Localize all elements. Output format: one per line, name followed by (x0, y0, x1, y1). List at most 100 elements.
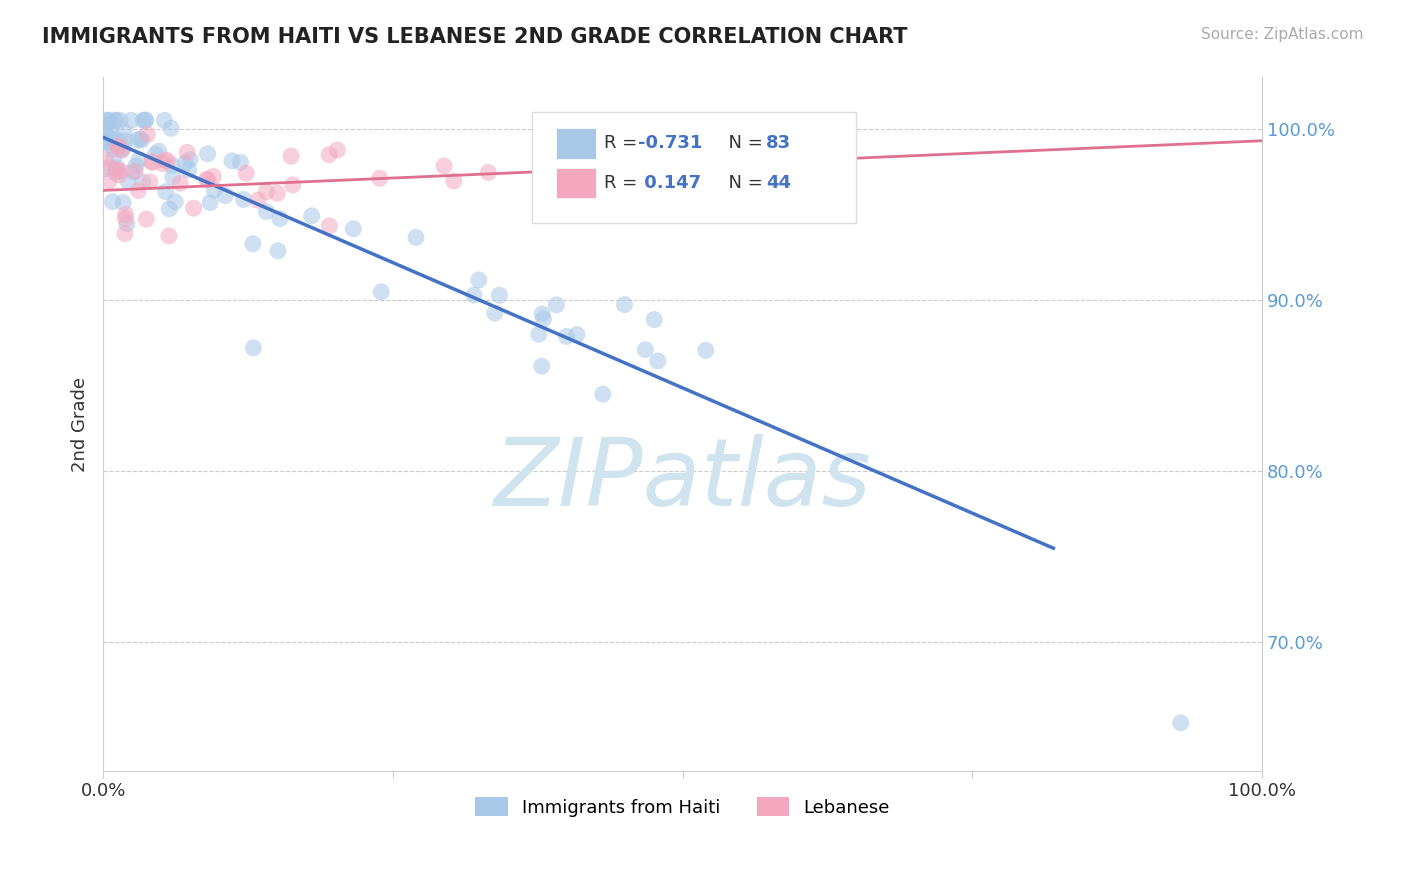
Point (157, 202, 180, 216)
Point (114, 134, 136, 148)
Point (162, 169, 184, 184)
Point (221, 153, 243, 168)
Point (104, 113, 127, 128)
Point (555, 329, 578, 343)
Point (477, 165, 499, 179)
Point (405, 230, 427, 244)
Point (110, 164, 132, 178)
Point (114, 211, 136, 226)
Point (269, 211, 291, 226)
Legend: Immigrants from Haiti, Lebanese: Immigrants from Haiti, Lebanese (468, 790, 897, 824)
Point (101, 194, 124, 209)
Point (643, 312, 665, 326)
Point (98, 131, 121, 145)
Point (165, 194, 187, 209)
Point (112, 140, 135, 154)
Point (103, 151, 125, 165)
Point (546, 298, 568, 312)
Point (647, 354, 669, 368)
Point (108, 113, 131, 128)
Point (592, 387, 614, 401)
Point (120, 113, 142, 128)
Point (202, 183, 225, 197)
Point (613, 297, 636, 311)
Point (156, 153, 179, 168)
Point (242, 236, 264, 251)
Point (108, 168, 131, 182)
Point (139, 175, 162, 189)
Point (342, 222, 364, 236)
Point (533, 311, 555, 326)
Point (127, 133, 149, 147)
Point (131, 175, 153, 189)
FancyBboxPatch shape (557, 128, 596, 159)
Point (266, 186, 288, 201)
Point (634, 343, 657, 357)
Point (368, 171, 391, 186)
Point (98, 161, 121, 175)
Point (242, 341, 264, 355)
Point (281, 178, 304, 192)
Point (179, 153, 201, 167)
Point (197, 172, 219, 186)
Text: Source: ZipAtlas.com: Source: ZipAtlas.com (1201, 27, 1364, 42)
Point (177, 162, 200, 177)
Point (202, 169, 225, 184)
Y-axis label: 2nd Grade: 2nd Grade (72, 376, 89, 472)
Point (169, 176, 191, 190)
Point (94, 136, 117, 150)
Point (111, 143, 134, 157)
Point (110, 144, 132, 158)
Point (198, 195, 221, 210)
Point (112, 195, 135, 210)
Point (160, 158, 183, 172)
Point (121, 164, 143, 178)
Point (127, 184, 149, 198)
Point (135, 212, 157, 227)
Point (229, 155, 252, 169)
Point (246, 193, 269, 207)
Point (153, 113, 176, 128)
Point (148, 144, 170, 158)
Point (627, 181, 650, 195)
Point (107, 139, 129, 153)
Point (318, 147, 340, 161)
Point (157, 228, 180, 243)
Point (484, 306, 506, 320)
Point (94, 117, 117, 131)
Point (174, 156, 197, 170)
Point (160, 121, 183, 136)
Point (129, 132, 152, 146)
Point (214, 188, 236, 202)
Text: 83: 83 (766, 135, 792, 153)
Text: R =: R = (603, 174, 643, 192)
Point (318, 219, 340, 233)
Point (117, 174, 139, 188)
Point (256, 204, 278, 219)
Point (141, 155, 163, 169)
Point (100, 128, 122, 142)
Point (183, 201, 205, 215)
Point (135, 113, 157, 128)
Text: N =: N = (717, 135, 769, 153)
Text: 0.147: 0.147 (638, 174, 702, 192)
Point (97, 113, 120, 128)
Point (531, 307, 554, 321)
Point (145, 147, 167, 161)
Point (132, 113, 155, 128)
Point (530, 359, 553, 373)
Point (105, 163, 128, 178)
Point (128, 153, 150, 167)
Point (433, 159, 456, 173)
Point (254, 185, 277, 199)
Point (93, 113, 115, 128)
Point (115, 217, 138, 231)
FancyBboxPatch shape (557, 168, 596, 198)
Text: ZIPatlas: ZIPatlas (494, 434, 872, 525)
Point (565, 327, 588, 342)
Point (153, 153, 176, 168)
Point (267, 244, 290, 258)
Point (197, 146, 219, 161)
Point (103, 142, 125, 156)
Point (562, 168, 585, 182)
